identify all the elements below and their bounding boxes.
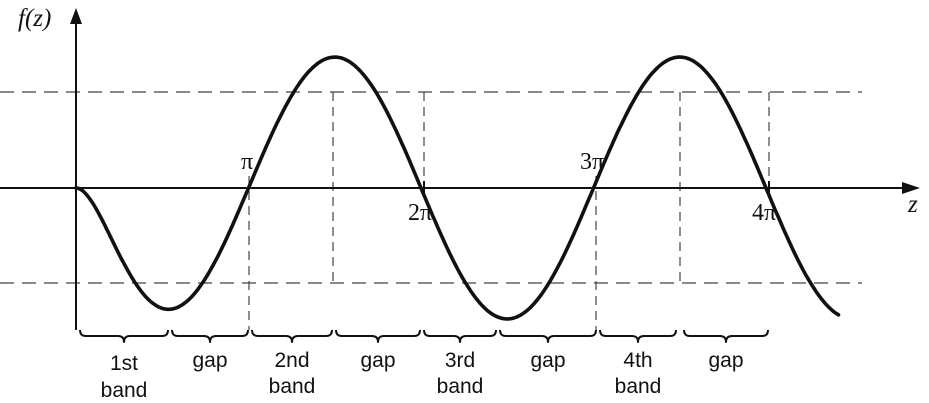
region-brace <box>599 329 677 343</box>
region-brace <box>79 329 169 343</box>
region-label-8: gap <box>708 349 743 372</box>
y-axis-label: f(z) <box>18 5 51 32</box>
region-label-7: 4th <box>623 349 652 372</box>
region-label-7-line2: band <box>615 375 662 398</box>
region-label-6: gap <box>530 349 565 372</box>
region-label-1: 1st <box>110 352 138 375</box>
region-label-1-line2: band <box>101 379 148 402</box>
region-brace <box>251 329 333 343</box>
region-brace <box>335 329 421 343</box>
region-brace <box>423 329 497 343</box>
band-edge-lines <box>248 92 770 330</box>
function-curve <box>74 55 841 321</box>
x-axis-arrow-icon <box>902 182 920 194</box>
x-axis-label: z <box>907 191 918 218</box>
region-brace <box>499 329 597 343</box>
region-label-2: gap <box>192 349 227 372</box>
region-label-4: gap <box>360 349 395 372</box>
region-brace <box>683 329 769 343</box>
region-braces <box>79 329 769 343</box>
region-label-3: 2nd <box>274 349 309 372</box>
y-axis-arrow-icon <box>70 8 82 24</box>
region-brace <box>171 329 249 343</box>
region-label-5-line2: band <box>437 375 484 398</box>
region-labels: 1st band gap 2nd band gap 3rd band gap 4… <box>101 349 744 402</box>
region-label-3-line2: band <box>269 375 316 398</box>
region-label-5: 3rd <box>445 349 475 372</box>
tick-label-pi: π <box>241 149 253 175</box>
